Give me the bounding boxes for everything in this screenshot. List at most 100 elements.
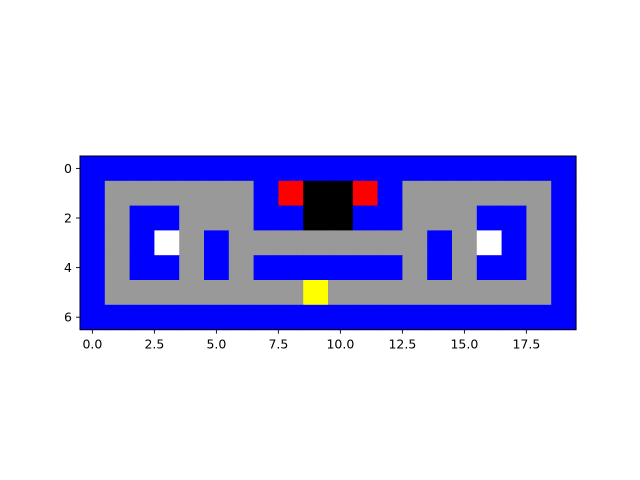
cell-floor [402, 205, 428, 231]
cell-wall [278, 205, 304, 231]
plot-frame [79, 155, 577, 331]
cell-wall [179, 156, 205, 182]
x-tick-label: 15.0 [450, 337, 478, 352]
cell-wall [278, 156, 304, 182]
cell-floor [476, 280, 503, 306]
x-tick-label: 12.5 [388, 337, 416, 352]
x-tick-label: 7.5 [268, 337, 288, 352]
cell-wall [253, 255, 279, 281]
y-axis: 0 2 4 6 [64, 161, 80, 325]
cell-wall [501, 304, 527, 331]
cell-floor [402, 280, 428, 306]
cell-wall [501, 230, 527, 256]
cell-wall [352, 255, 379, 281]
cell-floor [228, 230, 255, 256]
cell-wall [204, 230, 230, 256]
cell-floor [526, 280, 552, 306]
cell-floor [104, 180, 131, 207]
cell-wall [253, 205, 279, 231]
cell-ghost-house [303, 180, 329, 207]
cell-wall [476, 255, 503, 281]
cell-floor [179, 205, 205, 231]
cell-floor [402, 255, 428, 281]
x-tick-label: 0.0 [82, 337, 102, 352]
cell-floor [452, 205, 478, 231]
cell-wall [501, 255, 527, 281]
cell-floor [228, 180, 255, 207]
cell-floor [104, 230, 131, 256]
cell-wall [253, 304, 279, 331]
cell-wall [253, 180, 279, 207]
x-tick-label: 5.0 [206, 337, 226, 352]
x-tick-label: 2.5 [144, 337, 164, 352]
cell-ghost [278, 180, 304, 207]
cell-floor [452, 280, 478, 306]
cell-wall [551, 156, 577, 182]
cell-wall [253, 156, 279, 182]
cell-wall [402, 156, 428, 182]
cell-floor [377, 230, 403, 256]
cell-wall [129, 255, 155, 281]
cell-floor [129, 180, 155, 207]
cell-wall [377, 304, 403, 331]
cell-floor [452, 230, 478, 256]
cell-floor [427, 205, 453, 231]
cell-wall [80, 230, 106, 256]
cell-wall [278, 304, 304, 331]
cell-wall [328, 255, 354, 281]
cell-wall [154, 255, 180, 281]
cell-wall [352, 205, 379, 231]
cell-floor [253, 230, 279, 256]
cell-pacman [303, 280, 329, 306]
y-tick-label: 0 [64, 161, 72, 176]
cell-power-pellet [154, 230, 180, 256]
cell-ghost-house [328, 180, 354, 207]
cell-floor [328, 230, 354, 256]
cell-wall [80, 156, 106, 182]
cell-floor [501, 280, 527, 306]
cell-floor [179, 230, 205, 256]
cell-ghost-house [303, 205, 329, 231]
cell-floor [204, 180, 230, 207]
cell-wall [80, 280, 106, 306]
cell-wall [452, 304, 478, 331]
cell-wall [526, 156, 552, 182]
cell-floor [328, 280, 354, 306]
cell-floor [526, 180, 552, 207]
cell-floor [352, 280, 379, 306]
cell-floor [352, 230, 379, 256]
cell-wall [80, 180, 106, 207]
cell-wall [352, 304, 379, 331]
cell-wall [228, 304, 255, 331]
cell-wall [551, 255, 577, 281]
cell-floor [253, 280, 279, 306]
maze-grid [80, 156, 577, 331]
cell-wall [427, 304, 453, 331]
cell-wall [278, 255, 304, 281]
cell-wall [551, 205, 577, 231]
cell-floor [179, 255, 205, 281]
cell-floor [278, 280, 304, 306]
cell-wall [352, 156, 379, 182]
cell-floor [104, 205, 131, 231]
cell-wall [377, 180, 403, 207]
cell-floor [179, 180, 205, 207]
cell-wall [204, 255, 230, 281]
cell-wall [526, 304, 552, 331]
cell-floor [526, 205, 552, 231]
cell-floor [402, 230, 428, 256]
cell-wall [501, 205, 527, 231]
cell-wall [402, 304, 428, 331]
cell-ghost [352, 180, 379, 207]
cell-wall [129, 156, 155, 182]
cell-wall [80, 255, 106, 281]
cell-wall [551, 304, 577, 331]
cell-wall [501, 156, 527, 182]
cell-ghost-house [328, 205, 354, 231]
cell-wall [228, 156, 255, 182]
cell-floor [129, 280, 155, 306]
cell-wall [328, 156, 354, 182]
cell-floor [104, 255, 131, 281]
cell-wall [179, 304, 205, 331]
